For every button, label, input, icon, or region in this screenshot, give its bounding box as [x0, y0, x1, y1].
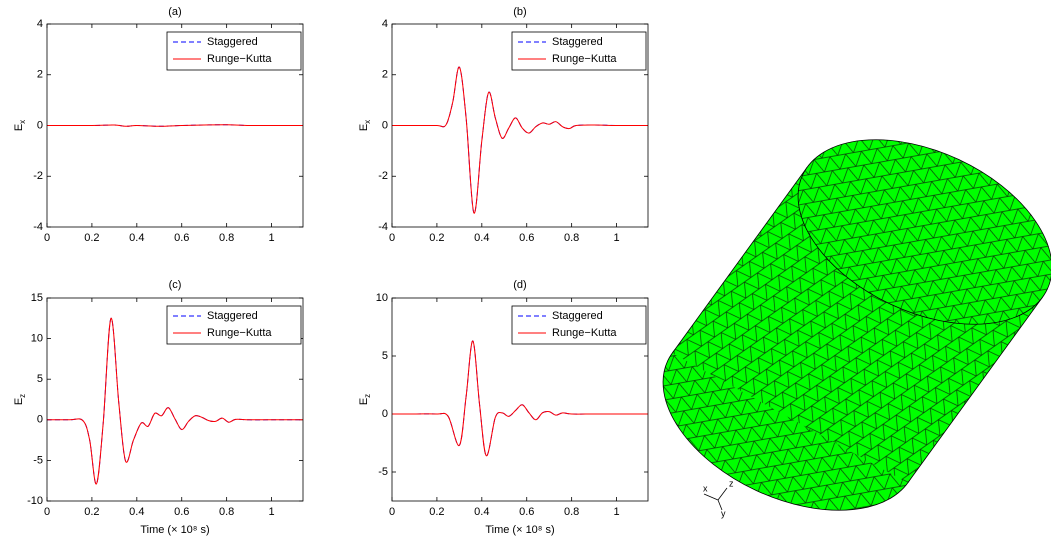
line-series [392, 66, 649, 214]
y-tick-label: -4 [378, 221, 388, 233]
cylinder-edge [671, 166, 808, 354]
chart-title: (a) [168, 6, 181, 18]
plot-frame [46, 297, 304, 502]
legend-label: Runge−Kutta [552, 327, 617, 339]
x-tick-label: 0.6 [519, 506, 534, 518]
x-tick-label: 0 [389, 506, 395, 518]
y-tick-label: 5 [37, 373, 43, 385]
legend-label: Staggered [552, 310, 603, 322]
legend-label: Runge−Kutta [207, 53, 272, 65]
x-tick-label: 0.4 [129, 506, 144, 518]
y-axis-label: Ex [13, 120, 27, 131]
x-tick-label: 0.4 [474, 506, 489, 518]
triad-z: z [729, 478, 734, 488]
x-tick-label: 0.8 [219, 232, 234, 244]
x-tick-label: 0.4 [474, 232, 489, 244]
y-axis-label: Ez [358, 394, 372, 405]
line-series [46, 317, 303, 485]
y-tick-label: 2 [37, 69, 43, 81]
triad-x: x [703, 483, 708, 493]
plot-frame [46, 23, 304, 228]
y-label-sub: x [363, 120, 372, 124]
y-tick-label: 10 [31, 333, 43, 345]
y-label-main: E [358, 398, 370, 405]
x-tick-label: 0.2 [84, 232, 99, 244]
x-tick-label: 0.6 [174, 232, 189, 244]
y-label-sub: x [18, 120, 27, 124]
y-tick-label: -2 [378, 170, 388, 182]
line-series [46, 124, 303, 127]
chart: (c) Ez Time (× 10⁸ s) 0 0.2 0.4 0.6 0.8 1 -10 -5 0 5… [13, 279, 304, 536]
cylinder-edge [907, 296, 1044, 484]
y-tick-label: 10 [376, 292, 388, 304]
chart-title: (b) [513, 6, 526, 18]
cylinder-top [797, 139, 1051, 325]
plot-frame [391, 297, 649, 502]
y-tick-label: -5 [378, 466, 388, 478]
legend-label: Runge−Kutta [207, 327, 272, 339]
y-tick-label: -5 [33, 454, 43, 466]
x-axis-label: Time (× 10⁸ s) [485, 524, 554, 536]
legend-label: Staggered [207, 310, 258, 322]
chart-title: (c) [169, 279, 182, 291]
y-label-main: E [13, 398, 25, 405]
cylinder-mesh [662, 139, 1051, 511]
y-tick-label: -10 [27, 495, 43, 507]
x-tick-label: 0.2 [429, 232, 444, 244]
y-tick-label: 4 [382, 18, 388, 30]
legend-label: Staggered [207, 36, 258, 48]
x-tick-label: 0 [44, 232, 50, 244]
y-label-main: E [358, 124, 370, 131]
legend-box [511, 305, 647, 345]
y-tick-label: 0 [37, 119, 43, 131]
x-axis-label: Time (× 10⁸ s) [140, 524, 209, 536]
chart-title: (d) [513, 279, 526, 291]
y-tick-label: 15 [31, 292, 43, 304]
legend-box [166, 31, 302, 71]
x-tick-label: 1 [268, 232, 274, 244]
legend-box [166, 305, 302, 345]
y-label-main: E [13, 124, 25, 131]
legend-label: Staggered [552, 36, 603, 48]
legend-box [511, 31, 647, 71]
y-label-sub: z [363, 394, 372, 398]
x-tick-label: 1 [613, 506, 619, 518]
y-tick-label: 0 [382, 119, 388, 131]
x-tick-label: 1 [613, 232, 619, 244]
legend-label: Runge−Kutta [552, 53, 617, 65]
x-tick-label: 0.2 [84, 506, 99, 518]
x-tick-label: 0 [389, 232, 395, 244]
x-tick-label: 1 [268, 506, 274, 518]
line-series [391, 340, 648, 457]
x-tick-label: 0.8 [564, 232, 579, 244]
y-axis-label: Ex [358, 120, 372, 131]
y-label-sub: z [18, 394, 27, 398]
chart: (d) Ez Time (× 10⁸ s) 0 0.2 0.4 0.6 0.8 1 -5 0 5 10 S… [358, 279, 649, 536]
x-tick-label: 0.6 [174, 506, 189, 518]
axis-triad: x z y [703, 478, 734, 518]
x-tick-label: 0.6 [519, 232, 534, 244]
y-tick-label: 4 [37, 18, 43, 30]
x-tick-label: 0.8 [564, 506, 579, 518]
chart: (a) Ex 0 0.2 0.4 0.6 0.8 1 -4 -2 0 2 4 Staggered Runge… [13, 6, 304, 244]
x-tick-label: 0.2 [429, 506, 444, 518]
y-tick-label: -4 [33, 221, 43, 233]
y-tick-label: 0 [37, 414, 43, 426]
x-tick-label: 0.8 [219, 506, 234, 518]
plot-frame [391, 23, 649, 228]
triad-y: y [721, 508, 726, 518]
y-tick-label: 0 [382, 408, 388, 420]
y-tick-label: -2 [33, 170, 43, 182]
y-axis-label: Ez [13, 394, 27, 405]
x-tick-label: 0 [44, 506, 50, 518]
x-tick-label: 0.4 [129, 232, 144, 244]
y-tick-label: 5 [382, 350, 388, 362]
y-tick-label: 2 [382, 69, 388, 81]
chart: (b) Ex 0 0.2 0.4 0.6 0.8 1 -4 -2 0 2 4 Staggered Runge… [358, 6, 649, 244]
